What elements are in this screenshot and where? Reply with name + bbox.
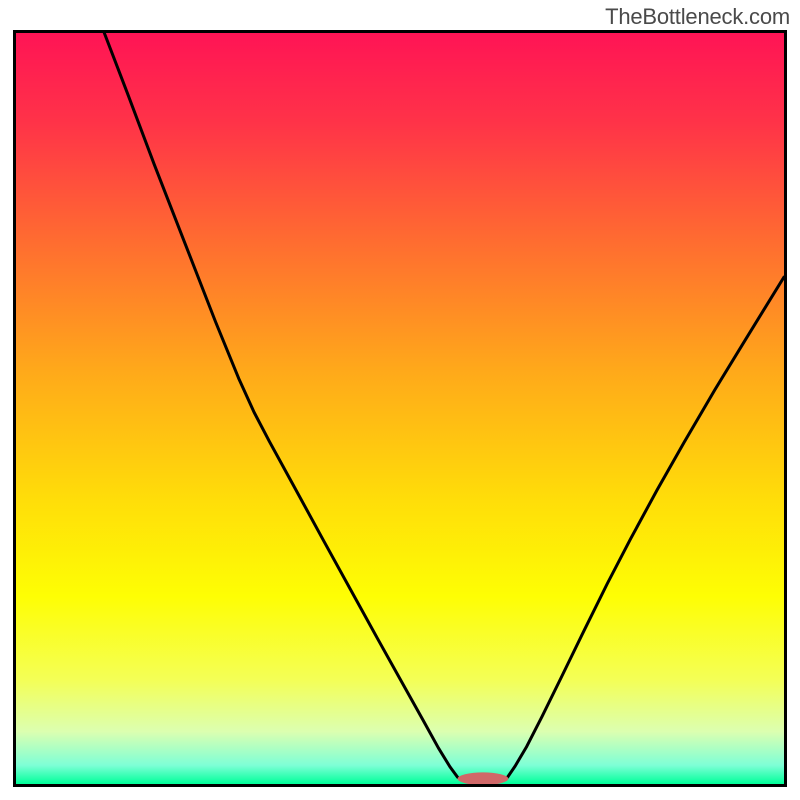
chart-background bbox=[16, 33, 784, 784]
plot-area bbox=[13, 30, 787, 787]
bottleneck-chart-svg bbox=[16, 33, 784, 784]
attribution-label: TheBottleneck.com bbox=[605, 4, 790, 30]
chart-frame: TheBottleneck.com bbox=[0, 0, 800, 800]
